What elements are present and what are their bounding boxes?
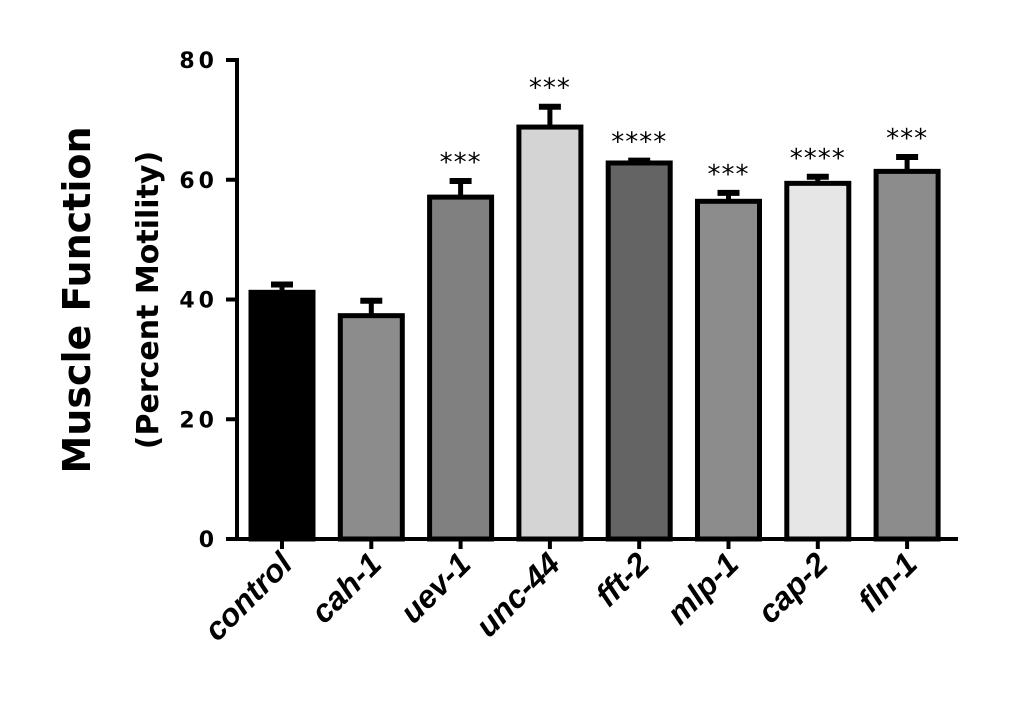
y-tick-label: 0 [199,528,218,553]
x-tick-label: fft-2 [588,545,656,613]
bar-unc-44 [516,124,584,542]
significance-label: *** [886,124,928,154]
bar-cap-2 [784,180,852,542]
x-tick-label: cap-2 [750,545,835,630]
y-tick-label: 80 [179,49,218,74]
significance-label: **** [611,128,667,158]
y-axis-sublabel: (Percent Motility) [131,151,166,449]
x-tick-label: fln-1 [851,545,924,618]
x-tick-label: cah-1 [304,545,389,630]
bar-fft-2 [605,160,673,542]
bar-cah-1 [337,313,405,542]
bar-control [248,289,316,542]
y-tick-label: 40 [179,289,218,314]
y-tick-label: 60 [179,169,218,194]
significance-label: *** [529,74,571,104]
x-tick-label: unc-44 [468,545,567,644]
x-tick-label: control [197,545,300,648]
bar-fln-1 [873,168,941,542]
significance-label: *** [440,148,482,178]
y-tick-label: 20 [179,408,218,433]
y-axis-label: Muscle Function [55,126,99,473]
x-tick-label: uev-1 [393,545,478,630]
bar-uev-1 [427,194,495,542]
significance-label: **** [790,144,846,174]
x-tick-label: mlp-1 [660,545,746,631]
bar-mlp-1 [695,198,762,542]
significance-label: *** [708,160,750,190]
